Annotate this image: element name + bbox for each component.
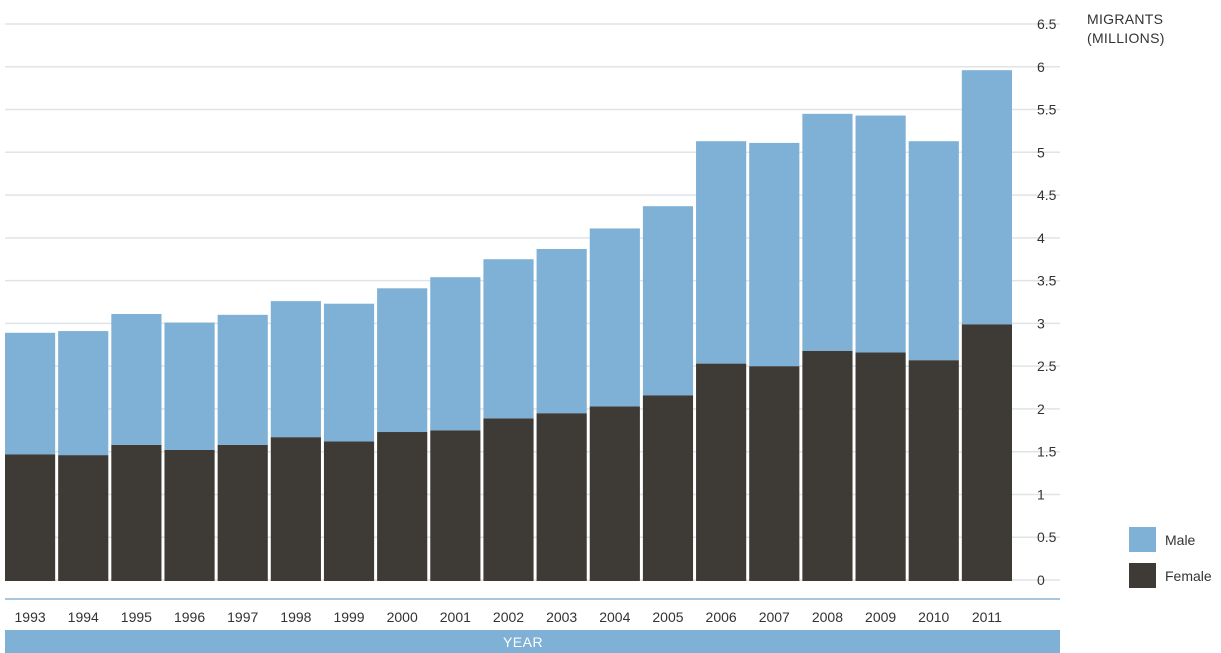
y-axis-ticks: 0 0.5 1 1.5 2 2.5 3 3.5 4 4.5 5 5.5 6 6.5 <box>1037 16 1057 588</box>
bar-female <box>802 350 853 581</box>
bars <box>5 70 1012 581</box>
x-tick-label: 2000 <box>387 609 418 625</box>
bar-female <box>111 444 162 581</box>
bar-female <box>270 437 321 581</box>
bar-male <box>58 331 109 456</box>
x-tick-label: 1993 <box>15 609 46 625</box>
bar-female <box>377 432 428 581</box>
bar-male <box>323 303 375 442</box>
bar-female <box>908 360 959 581</box>
legend-label-male: Male <box>1165 532 1196 548</box>
x-tick-label: 2010 <box>918 609 949 625</box>
bar-male <box>217 314 268 445</box>
bar-female <box>164 449 215 581</box>
bar-female <box>749 366 800 581</box>
bar-male <box>270 301 321 438</box>
y-tick-label: 4 <box>1037 230 1045 246</box>
x-tick-label: 2003 <box>546 609 577 625</box>
bar-male <box>855 115 906 353</box>
bar-male <box>483 259 534 419</box>
bar-male <box>377 288 428 433</box>
bar-female <box>483 418 534 581</box>
y-axis-label-line-1: MIGRANTS <box>1087 11 1163 27</box>
x-tick-label: 2001 <box>440 609 471 625</box>
x-axis-title: YEAR <box>503 634 543 650</box>
bar-male <box>908 141 959 361</box>
y-tick-label: 0.5 <box>1037 529 1057 545</box>
bar-male <box>642 206 694 396</box>
bar-female <box>430 430 481 581</box>
bar-male <box>164 322 215 450</box>
bar-female <box>855 352 906 581</box>
y-tick-label: 1.5 <box>1037 444 1057 460</box>
bar-male <box>5 332 56 455</box>
x-tick-label: 2005 <box>652 609 683 625</box>
legend-swatch-male <box>1129 527 1156 552</box>
bar-male <box>749 142 800 367</box>
bar-male <box>696 141 747 364</box>
y-tick-label: 1 <box>1037 486 1045 502</box>
bar-male <box>589 228 640 407</box>
x-axis-ticks: 1993 1994 1995 1996 1997 1998 1999 2000 2001 2002… <box>15 609 1003 625</box>
y-axis-label-line-2: (MILLIONS) <box>1087 30 1165 46</box>
bar-female <box>5 454 56 581</box>
bar-male <box>430 277 481 431</box>
bar-male <box>802 113 853 351</box>
bar-female <box>58 455 109 581</box>
legend: Male Female <box>1129 527 1212 588</box>
x-tick-label: 1997 <box>227 609 258 625</box>
x-tick-label: 2009 <box>865 609 896 625</box>
bar-female <box>642 395 694 581</box>
x-tick-label: 1995 <box>121 609 152 625</box>
bar-female <box>217 444 268 581</box>
y-tick-label: 5 <box>1037 144 1045 160</box>
bar-female <box>536 413 587 581</box>
y-tick-label: 4.5 <box>1037 187 1057 203</box>
x-tick-label: 2004 <box>599 609 630 625</box>
x-axis-title-bar <box>5 630 1060 653</box>
y-tick-label: 6 <box>1037 59 1045 75</box>
x-tick-label: 2006 <box>706 609 737 625</box>
y-tick-label: 3 <box>1037 315 1045 331</box>
legend-swatch-female <box>1129 563 1156 588</box>
x-tick-label: 2011 <box>972 609 1002 625</box>
x-tick-label: 1996 <box>174 609 205 625</box>
bar-male <box>111 313 162 445</box>
x-tick-label: 1998 <box>280 609 311 625</box>
bar-male <box>536 248 587 414</box>
y-tick-label: 2 <box>1037 401 1045 417</box>
y-tick-label: 0 <box>1037 572 1045 588</box>
x-tick-label: 1999 <box>333 609 364 625</box>
bar-female <box>696 363 747 581</box>
bar-female <box>589 406 640 581</box>
x-tick-label: 1994 <box>68 609 99 625</box>
y-tick-label: 6.5 <box>1037 16 1057 32</box>
bar-female <box>323 441 375 581</box>
legend-label-female: Female <box>1165 568 1212 584</box>
x-tick-label: 2008 <box>812 609 843 625</box>
x-tick-label: 2007 <box>759 609 790 625</box>
bar-female <box>961 324 1012 581</box>
y-tick-label: 3.5 <box>1037 273 1057 289</box>
x-tick-label: 2002 <box>493 609 524 625</box>
y-tick-label: 5.5 <box>1037 102 1057 118</box>
bar-male <box>961 70 1012 325</box>
y-tick-label: 2.5 <box>1037 358 1057 374</box>
